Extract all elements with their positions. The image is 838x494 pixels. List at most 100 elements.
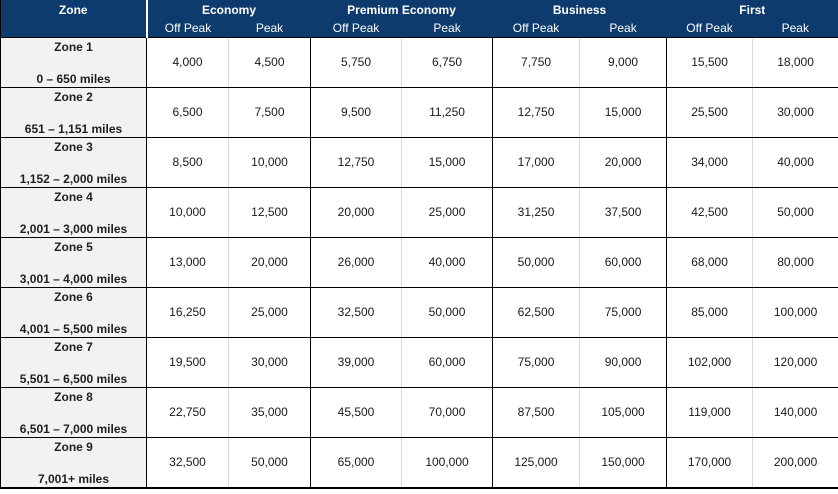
cell-business-offpeak: 17,000 — [492, 137, 581, 188]
zone-miles-label: 6,501 – 7,000 miles — [19, 421, 128, 436]
cell-business-peak: 20,000 — [579, 137, 668, 188]
cell-premium-economy-peak: 25,000 — [401, 187, 494, 238]
cell-economy-offpeak: 13,000 — [146, 237, 229, 288]
zone-label: Zone 4 — [54, 189, 93, 204]
table-row: Zone 1 0 – 650 miles 4,000 4,500 5,750 6… — [0, 37, 838, 88]
cell-premium-economy-offpeak: 9,500 — [310, 87, 403, 138]
zone-label: Zone 2 — [54, 89, 93, 104]
zone-miles-label: 3,001 – 4,000 miles — [19, 271, 128, 286]
cell-premium-economy-offpeak: 32,500 — [310, 287, 403, 338]
cell-economy-offpeak: 6,500 — [146, 87, 229, 138]
subheader-business-offpeak: Off Peak — [492, 19, 580, 38]
cell-economy-peak: 10,000 — [228, 137, 312, 188]
cell-business-peak: 37,500 — [579, 187, 668, 238]
cell-first-offpeak: 15,500 — [666, 37, 754, 88]
cell-first-offpeak: 25,500 — [666, 87, 754, 138]
column-group-premium-economy: Premium Economy — [310, 0, 493, 19]
cell-economy-peak: 12,500 — [228, 187, 312, 238]
cell-first-offpeak: 34,000 — [666, 137, 754, 188]
zone-miles-label: 4,001 – 5,500 miles — [19, 321, 128, 336]
cell-business-peak: 90,000 — [579, 337, 668, 388]
cell-premium-economy-peak: 70,000 — [401, 387, 494, 438]
zone-label: Zone 7 — [54, 339, 93, 354]
zone-label: Zone 5 — [54, 239, 93, 254]
cell-first-offpeak: 119,000 — [666, 387, 754, 438]
zone-cell: Zone 7 5,501 – 6,500 miles — [0, 337, 147, 388]
cell-economy-peak: 35,000 — [228, 387, 312, 438]
cell-first-peak: 50,000 — [752, 187, 838, 238]
cell-premium-economy-peak: 100,000 — [401, 437, 494, 488]
cell-first-peak: 100,000 — [752, 287, 838, 338]
cell-business-offpeak: 87,500 — [492, 387, 581, 438]
cell-economy-offpeak: 32,500 — [146, 437, 229, 488]
zone-miles-label: 2,001 – 3,000 miles — [19, 221, 128, 236]
cell-economy-offpeak: 4,000 — [146, 37, 229, 88]
subheader-premium-economy-offpeak: Off Peak — [310, 19, 402, 38]
cell-premium-economy-offpeak: 45,500 — [310, 387, 403, 438]
cell-business-peak: 105,000 — [579, 387, 668, 438]
table-row: Zone 4 2,001 – 3,000 miles 10,000 12,500… — [0, 187, 838, 238]
zone-label: Zone 9 — [54, 439, 93, 454]
cell-economy-peak: 25,000 — [228, 287, 312, 338]
cell-economy-offpeak: 22,750 — [146, 387, 229, 438]
cell-premium-economy-peak: 40,000 — [401, 237, 494, 288]
cell-business-offpeak: 62,500 — [492, 287, 581, 338]
cell-business-peak: 15,000 — [579, 87, 668, 138]
table-row: Zone 2 651 – 1,151 miles 6,500 7,500 9,5… — [0, 87, 838, 138]
cell-first-peak: 30,000 — [752, 87, 838, 138]
zone-cell: Zone 4 2,001 – 3,000 miles — [0, 187, 147, 238]
zone-label: Zone 1 — [54, 39, 93, 54]
cell-economy-offpeak: 8,500 — [146, 137, 229, 188]
cell-first-offpeak: 85,000 — [666, 287, 754, 338]
zone-label: Zone 6 — [54, 289, 93, 304]
zone-miles-label: 1,152 – 2,000 miles — [19, 171, 128, 186]
cell-business-peak: 9,000 — [579, 37, 668, 88]
cell-first-peak: 140,000 — [752, 387, 838, 438]
cell-first-offpeak: 42,500 — [666, 187, 754, 238]
cell-economy-peak: 50,000 — [228, 437, 312, 488]
cell-first-peak: 18,000 — [752, 37, 838, 88]
table-row: Zone 8 6,501 – 7,000 miles 22,750 35,000… — [0, 387, 838, 438]
zone-cell: Zone 5 3,001 – 4,000 miles — [0, 237, 147, 288]
cell-economy-peak: 7,500 — [228, 87, 312, 138]
subheader-first-peak: Peak — [752, 19, 838, 38]
zone-cell: Zone 9 7,001+ miles — [0, 437, 147, 488]
cell-economy-offpeak: 10,000 — [146, 187, 229, 238]
table-row: Zone 6 4,001 – 5,500 miles 16,250 25,000… — [0, 287, 838, 338]
cell-first-peak: 120,000 — [752, 337, 838, 388]
header-sub-row: Off Peak Peak Off Peak Peak Off Peak Pea… — [1, 19, 838, 38]
cell-first-peak: 80,000 — [752, 237, 838, 288]
cell-premium-economy-offpeak: 20,000 — [310, 187, 403, 238]
cell-economy-peak: 20,000 — [228, 237, 312, 288]
column-group-business: Business — [492, 0, 667, 19]
column-header-zone: Zone — [0, 0, 148, 38]
cell-first-peak: 200,000 — [752, 437, 838, 488]
zone-cell: Zone 3 1,152 – 2,000 miles — [0, 137, 147, 188]
cell-business-offpeak: 75,000 — [492, 337, 581, 388]
cell-business-offpeak: 31,250 — [492, 187, 581, 238]
cell-business-peak: 60,000 — [579, 237, 668, 288]
zone-label: Zone 3 — [54, 139, 93, 154]
cell-premium-economy-offpeak: 26,000 — [310, 237, 403, 288]
cell-premium-economy-offpeak: 5,750 — [310, 37, 403, 88]
zone-cell: Zone 1 0 – 650 miles — [0, 37, 147, 88]
table-row: Zone 3 1,152 – 2,000 miles 8,500 10,000 … — [0, 137, 838, 188]
header-group-row: Zone Economy Premium Economy Business Fi… — [0, 0, 838, 38]
cell-economy-offpeak: 16,250 — [146, 287, 229, 338]
cell-premium-economy-peak: 60,000 — [401, 337, 494, 388]
zone-cell: Zone 6 4,001 – 5,500 miles — [0, 287, 147, 338]
subheader-economy-peak: Peak — [228, 19, 311, 38]
cell-business-peak: 150,000 — [579, 437, 668, 488]
column-group-economy: Economy — [146, 0, 311, 19]
cell-economy-offpeak: 19,500 — [146, 337, 229, 388]
cell-economy-peak: 4,500 — [228, 37, 312, 88]
cell-business-offpeak: 125,000 — [492, 437, 581, 488]
cell-premium-economy-offpeak: 12,750 — [310, 137, 403, 188]
zone-miles-label: 0 – 650 miles — [36, 71, 111, 86]
cell-premium-economy-peak: 6,750 — [401, 37, 494, 88]
zone-label: Zone 8 — [54, 389, 93, 404]
table-row: Zone 7 5,501 – 6,500 miles 19,500 30,000… — [0, 337, 838, 388]
table-row: Zone 9 7,001+ miles 32,500 50,000 65,000… — [0, 437, 838, 488]
